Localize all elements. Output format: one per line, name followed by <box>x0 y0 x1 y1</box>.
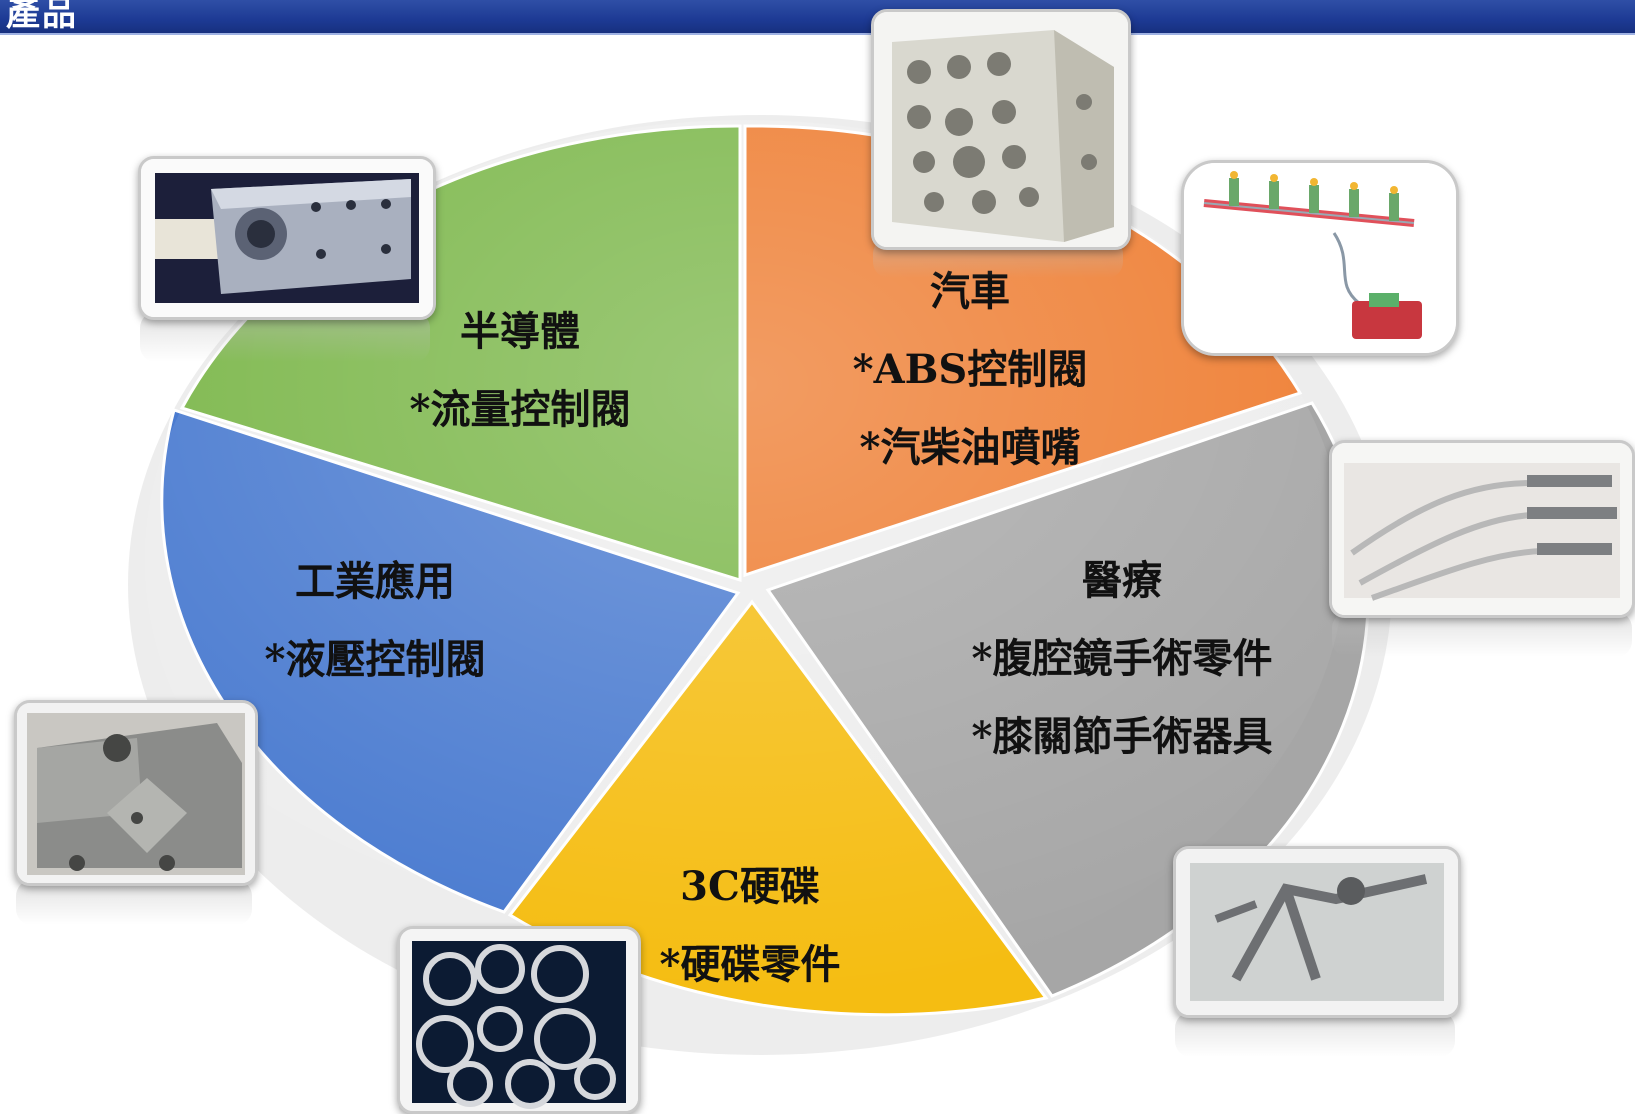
label-automotive: 汽車 *ABS控制閥 *汽柴油噴嘴 <box>810 253 1130 487</box>
segment-title: 汽車 <box>930 268 1010 315</box>
laparoscopic-parts-photo <box>1329 440 1635 618</box>
header-bar: 產品 <box>0 0 1635 35</box>
photo-reflection <box>16 880 252 925</box>
segment-item: *硬碟零件 <box>659 941 841 988</box>
hdd-parts-photo <box>397 926 641 1114</box>
fuel-injector-photo <box>1181 160 1459 356</box>
segment-item: *汽柴油噴嘴 <box>859 424 1081 471</box>
photo-reflection <box>1332 612 1632 657</box>
label-industrial: 工業應用 *液壓控制閥 <box>220 543 530 699</box>
segment-title: 半導體 <box>460 308 580 355</box>
segment-title: 醫療 <box>1082 557 1162 604</box>
segment-item: *流量控制閥 <box>409 386 631 433</box>
photo-reflection <box>1175 1012 1455 1057</box>
abs-valve-photo <box>871 9 1131 250</box>
hydraulic-valve-photo <box>14 700 258 886</box>
segment-item: *液壓控制閥 <box>264 636 486 683</box>
segment-item: *膝關節手術器具 <box>971 713 1273 760</box>
label-semiconductor: 半導體 *流量控制閥 <box>370 293 670 449</box>
semiconductor-valve-photo <box>138 156 436 320</box>
segment-title: 3C硬碟 <box>680 863 820 910</box>
page-title: 產品 <box>6 0 78 34</box>
knee-instrument-photo <box>1173 846 1461 1018</box>
photo-reflection <box>140 312 430 362</box>
segment-title: 工業應用 <box>295 558 455 605</box>
label-medical: 醫療 *腹腔鏡手術零件 *膝關節手術器具 <box>922 542 1322 776</box>
segment-item: *腹腔鏡手術零件 <box>971 635 1273 682</box>
label-hdd: 3C硬碟 *硬碟零件 <box>600 848 900 1004</box>
segment-item: *ABS控制閥 <box>852 346 1088 393</box>
